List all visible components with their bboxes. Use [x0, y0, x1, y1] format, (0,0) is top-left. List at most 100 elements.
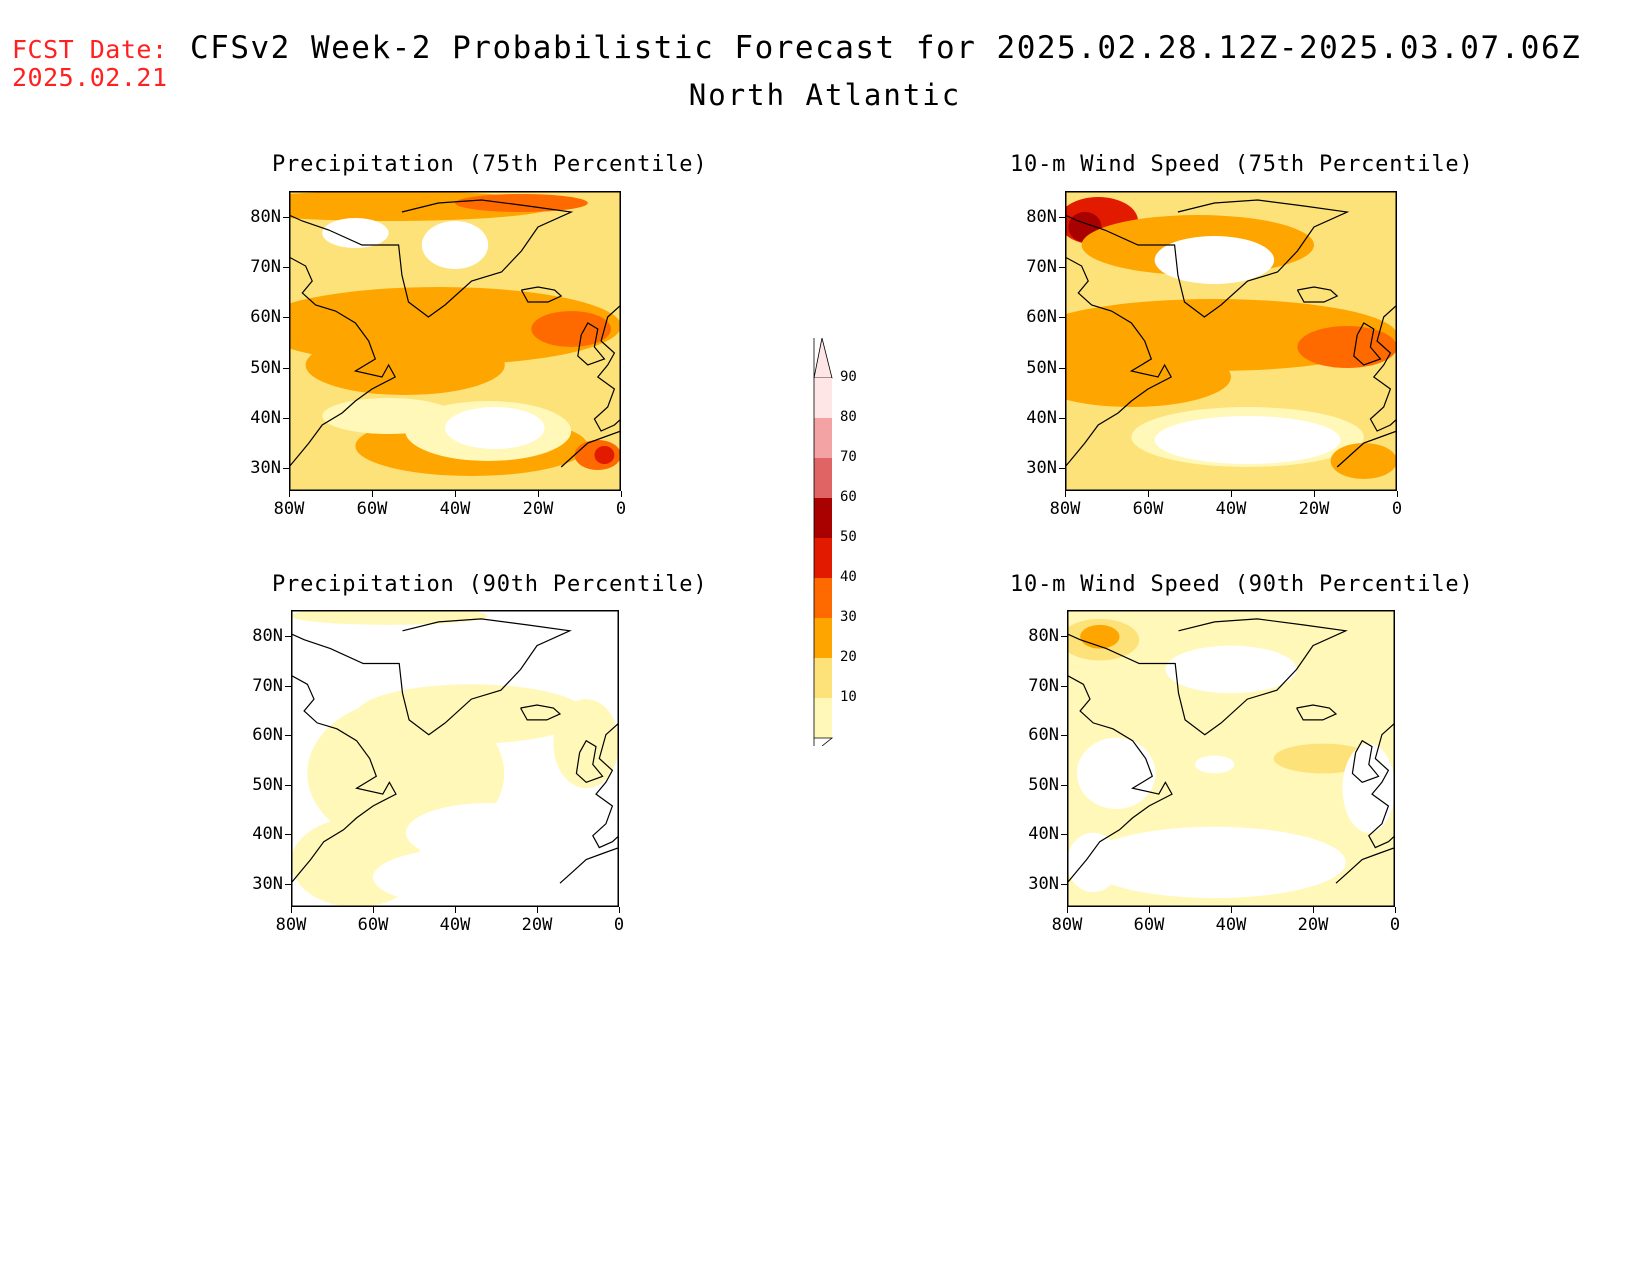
lat-tick	[1059, 267, 1065, 269]
lat-tick	[285, 685, 291, 687]
lon-label-wind90: 60W	[1133, 915, 1165, 935]
lon-tick	[455, 907, 456, 913]
lat-tick	[285, 784, 291, 786]
lon-tick	[538, 491, 539, 497]
lat-tick	[1061, 685, 1067, 687]
lat-tick	[1059, 468, 1065, 469]
lon-label-precip75: 80W	[273, 499, 305, 519]
panel-title-precip75: Precipitation (75th Percentile)	[272, 152, 708, 177]
lat-tick	[1061, 884, 1067, 885]
lon-label-precip90: 60W	[357, 915, 389, 935]
lon-tick	[1231, 491, 1232, 497]
lat-label-precip75: 60N	[250, 307, 281, 328]
lat-tick	[285, 884, 291, 885]
lon-label-precip75: 0	[615, 499, 627, 519]
lat-tick	[1059, 317, 1065, 319]
lon-label-wind90: 40W	[1215, 915, 1247, 935]
lon-label-precip90: 80W	[275, 915, 307, 935]
colorbar-label: 90	[840, 369, 857, 385]
panel-title-precip90: Precipitation (90th Percentile)	[272, 572, 708, 597]
lat-label-wind75: 40N	[1026, 407, 1057, 428]
lat-tick	[283, 317, 289, 319]
lat-tick	[283, 217, 289, 218]
lat-tick	[1061, 636, 1067, 637]
colorbar-label: 10	[840, 689, 857, 705]
lon-label-wind90: 20W	[1297, 915, 1329, 935]
lon-tick	[621, 491, 622, 497]
lat-label-wind90: 60N	[1028, 725, 1059, 746]
lat-label-wind90: 80N	[1028, 626, 1059, 646]
lat-tick	[1059, 217, 1065, 218]
lat-label-wind75: 60N	[1026, 307, 1057, 328]
lat-tick	[283, 367, 289, 369]
page-title: CFSv2 Week-2 Probabilistic Forecast for …	[190, 30, 1582, 66]
lat-tick	[1061, 834, 1067, 836]
lon-tick	[372, 491, 373, 497]
lat-tick	[283, 468, 289, 469]
panel-title-wind75: 10-m Wind Speed (75th Percentile)	[1010, 152, 1474, 177]
colorbar-swatch	[814, 658, 832, 698]
lon-tick	[1065, 491, 1066, 497]
colorbar-label: 60	[840, 489, 857, 505]
fcst-label: FCST Date:	[12, 35, 168, 64]
lat-label-wind75: 30N	[1026, 458, 1057, 478]
lat-tick	[285, 636, 291, 637]
colorbar-swatch	[814, 498, 832, 538]
lat-label-precip90: 40N	[252, 824, 283, 845]
lon-tick	[1397, 491, 1398, 497]
lon-label-wind90: 0	[1389, 915, 1401, 935]
map-precip90	[291, 610, 619, 907]
page-subtitle: North Atlantic	[688, 78, 962, 112]
lat-tick	[1059, 417, 1065, 419]
lon-label-precip75: 40W	[439, 499, 471, 519]
lat-label-precip75: 70N	[250, 257, 281, 278]
lon-label-wind75: 60W	[1132, 499, 1164, 519]
lon-tick	[1067, 907, 1068, 913]
lon-label-wind75: 40W	[1215, 499, 1247, 519]
lon-tick	[1149, 907, 1150, 913]
colorbar-top-arrow	[813, 338, 833, 379]
colorbar-bottom-arrow	[814, 737, 834, 746]
lat-tick	[283, 417, 289, 419]
lon-tick	[1314, 491, 1315, 497]
lat-label-wind90: 40N	[1028, 824, 1059, 845]
colorbar-label: 20	[840, 649, 857, 665]
lon-tick	[455, 491, 456, 497]
lat-label-wind90: 50N	[1028, 774, 1059, 795]
panel-title-wind90: 10-m Wind Speed (90th Percentile)	[1010, 572, 1474, 597]
lat-label-wind75: 50N	[1026, 357, 1057, 378]
lon-label-precip75: 20W	[522, 499, 554, 519]
lat-tick	[1061, 784, 1067, 786]
lon-tick	[1148, 491, 1149, 497]
lat-label-precip75: 30N	[250, 458, 281, 478]
lon-label-wind75: 80W	[1049, 499, 1081, 519]
lon-tick	[373, 907, 374, 913]
lon-label-wind75: 0	[1391, 499, 1403, 519]
lat-label-wind90: 30N	[1028, 874, 1059, 894]
lon-tick	[1395, 907, 1396, 913]
lon-label-wind75: 20W	[1298, 499, 1330, 519]
lon-label-precip90: 0	[613, 915, 625, 935]
lat-label-precip75: 50N	[250, 357, 281, 378]
colorbar-swatch	[814, 578, 832, 618]
lon-tick	[1313, 907, 1314, 913]
lon-tick	[1231, 907, 1232, 913]
colorbar-label: 50	[840, 529, 857, 545]
colorbar-swatch	[814, 418, 832, 458]
lat-tick	[1059, 367, 1065, 369]
colorbar-label: 40	[840, 569, 857, 585]
lat-label-wind90: 70N	[1028, 675, 1059, 696]
lat-tick	[283, 267, 289, 269]
colorbar-label: 70	[840, 449, 857, 465]
fcst-date: FCST Date: 2025.02.21	[12, 36, 168, 92]
colorbar-swatch	[814, 698, 832, 738]
map-wind75	[1065, 191, 1397, 491]
lon-label-precip75: 60W	[356, 499, 388, 519]
lat-label-precip90: 50N	[252, 774, 283, 795]
colorbar	[813, 338, 834, 746]
lat-label-precip90: 70N	[252, 675, 283, 696]
lon-tick	[289, 491, 290, 497]
colorbar-swatch	[814, 538, 832, 578]
lon-tick	[619, 907, 620, 913]
map-wind90	[1067, 610, 1395, 907]
